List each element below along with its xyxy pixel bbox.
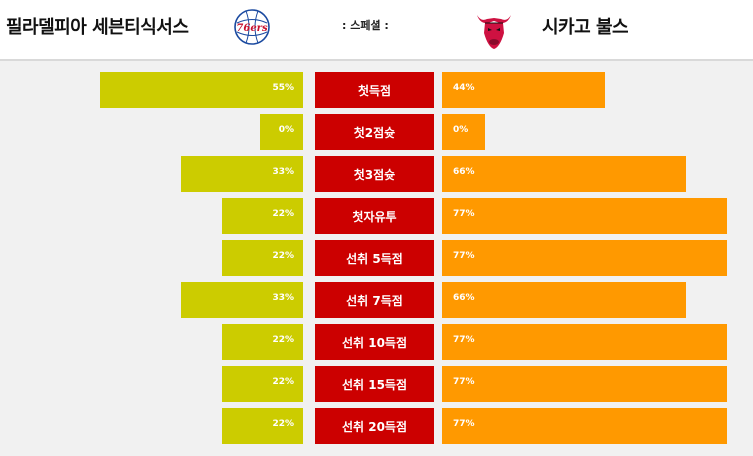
stat-category-label: 선취 20득점: [315, 408, 434, 444]
stat-category-label: 선취 7득점: [315, 282, 434, 318]
stat-category-label: 선취 10득점: [315, 324, 434, 360]
away-bar: [442, 114, 485, 150]
home-bar: [221, 198, 303, 234]
away-bar: [442, 408, 727, 444]
home-bar: [221, 240, 303, 276]
away-bar: [442, 366, 727, 402]
away-percent: 77%: [453, 335, 475, 345]
home-percent: 33%: [272, 293, 294, 303]
away-percent: 77%: [453, 377, 475, 387]
away-bar: [442, 240, 727, 276]
stat-category-label: 첫2점슛: [315, 114, 434, 150]
stat-row: 0% 첫2점슛 0%: [0, 113, 753, 155]
stat-row: 22% 선취 10득점 77%: [0, 323, 753, 365]
away-bar: [442, 324, 727, 360]
away-percent: 44%: [453, 83, 475, 93]
stat-row: 33% 선취 7득점 66%: [0, 281, 753, 323]
away-percent: 77%: [453, 419, 475, 429]
away-percent: 0%: [453, 125, 469, 135]
sixers-logo-text: 76ers: [236, 23, 268, 34]
stat-row: 55% 첫득점 44%: [0, 71, 753, 113]
sixers-logo-icon: 76ers: [233, 8, 271, 50]
stat-row: 22% 선취 20득점 77%: [0, 407, 753, 449]
away-percent: 77%: [453, 209, 475, 219]
away-bar: [442, 282, 687, 318]
home-percent: 0%: [278, 125, 294, 135]
home-bar: [221, 366, 303, 402]
away-percent: 77%: [453, 251, 475, 261]
special-label: : 스페셜 :: [342, 19, 389, 32]
stat-category-label: 선취 5득점: [315, 240, 434, 276]
home-bar: [99, 72, 303, 108]
stat-row: 22% 선취 15득점 77%: [0, 365, 753, 407]
home-percent: 22%: [272, 377, 294, 387]
header: 필라델피아 세븐티식서스 76ers : 스페셜 : 시카고 불스: [0, 0, 753, 61]
home-percent: 22%: [272, 251, 294, 261]
home-bar: [221, 324, 303, 360]
away-percent: 66%: [453, 167, 475, 177]
stat-category-label: 첫자유투: [315, 198, 434, 234]
stat-category-label: 첫3점슛: [315, 156, 434, 192]
home-team-name: 필라델피아 세븐티식서스: [6, 17, 189, 38]
stat-row: 22% 선취 5득점 77%: [0, 239, 753, 281]
away-bar: [442, 198, 727, 234]
home-bar: [180, 282, 303, 318]
stat-category-label: 선취 15득점: [315, 366, 434, 402]
stats-comparison: 55% 첫득점 44% 0% 첫2점슛 0% 33% 첫3점슛 66% 22% 첫자유투 77% 22%…: [0, 71, 753, 449]
away-percent: 66%: [453, 293, 475, 303]
home-bar: [221, 408, 303, 444]
home-bar: [180, 156, 303, 192]
home-percent: 55%: [272, 83, 294, 93]
home-percent: 22%: [272, 335, 294, 345]
home-percent: 33%: [272, 167, 294, 177]
bulls-logo-icon: [474, 9, 514, 55]
home-bar: [260, 114, 303, 150]
away-bar: [442, 72, 605, 108]
home-percent: 22%: [272, 419, 294, 429]
away-team-name: 시카고 불스: [542, 17, 629, 38]
stat-row: 22% 첫자유투 77%: [0, 197, 753, 239]
stat-row: 33% 첫3점슛 66%: [0, 155, 753, 197]
away-bar: [442, 156, 687, 192]
stat-category-label: 첫득점: [315, 72, 434, 108]
home-percent: 22%: [272, 209, 294, 219]
